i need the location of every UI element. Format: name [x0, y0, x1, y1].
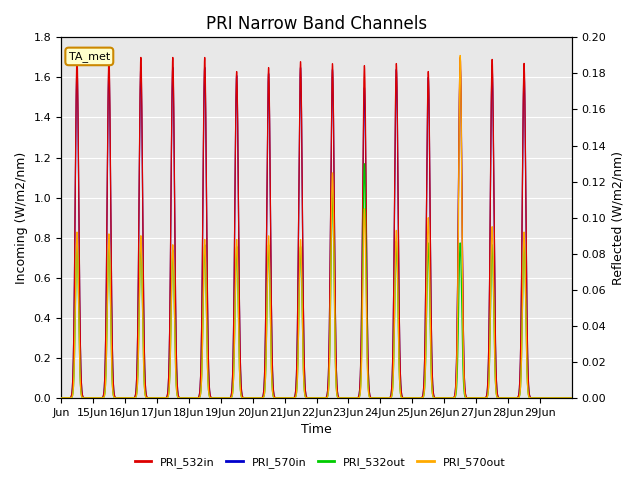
- Title: PRI Narrow Band Channels: PRI Narrow Band Channels: [206, 15, 427, 33]
- Y-axis label: Incoming (W/m2/nm): Incoming (W/m2/nm): [15, 152, 28, 284]
- Y-axis label: Reflected (W/m2/nm): Reflected (W/m2/nm): [612, 151, 625, 285]
- X-axis label: Time: Time: [301, 423, 332, 436]
- Legend: PRI_532in, PRI_570in, PRI_532out, PRI_570out: PRI_532in, PRI_570in, PRI_532out, PRI_57…: [131, 452, 509, 472]
- Text: TA_met: TA_met: [68, 51, 110, 62]
